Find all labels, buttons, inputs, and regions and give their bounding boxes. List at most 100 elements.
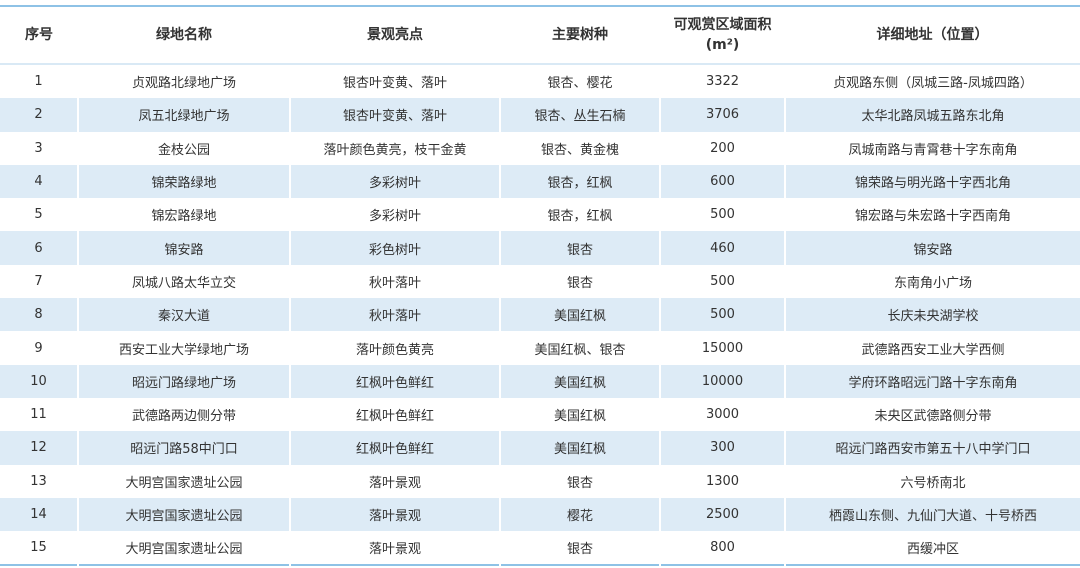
table-row: 6 锦安路 彩色树叶 银杏 460 锦安路 <box>0 231 1080 265</box>
cell-species: 美国红枫 <box>499 431 660 465</box>
cell-name: 大明宫国家遗址公园 <box>77 464 290 498</box>
cell-species: 银杏 <box>499 264 660 299</box>
cell-address: 太华北路凤城五路东北角 <box>784 98 1080 132</box>
cell-species: 美国红枫、银杏 <box>499 331 660 365</box>
cell-index: 4 <box>0 164 78 199</box>
cell-highlight: 红枫叶色鲜红 <box>289 397 500 432</box>
cell-species: 银杏 <box>499 464 660 498</box>
cell-species: 美国红枫 <box>499 364 660 398</box>
header-name: 绿地名称 <box>78 6 290 65</box>
cell-address: 锦宏路与朱宏路十字西南角 <box>784 198 1080 232</box>
table-row: 1 贞观路北绿地广场 银杏叶变黄、落叶 银杏、樱花 3322 贞观路东侧（凤城三路-凤城四… <box>0 64 1080 99</box>
table-row: 2 凤五北绿地广场 银杏叶变黄、落叶 银杏、丛生石楠 3706 太华北路凤城五路东北角 <box>0 98 1080 132</box>
cell-area: 3000 <box>659 397 785 432</box>
cell-name: 锦荣路绿地 <box>77 164 290 199</box>
header-address: 详细地址（位置） <box>785 6 1080 65</box>
cell-address: 长庆未央湖学校 <box>784 298 1080 332</box>
cell-name: 昭远门路58中门口 <box>77 431 290 465</box>
cell-area: 460 <box>659 231 785 265</box>
cell-area: 3706 <box>659 98 785 132</box>
table-row: 8 秦汉大道 秋叶落叶 美国红枫 500 长庆未央湖学校 <box>0 298 1080 332</box>
cell-address: 武德路西安工业大学西侧 <box>784 331 1080 365</box>
cell-index: 2 <box>0 98 78 132</box>
cell-area: 2500 <box>659 497 785 532</box>
cell-area: 3322 <box>659 64 785 99</box>
cell-highlight: 落叶颜色黄亮，枝干金黄 <box>289 131 500 165</box>
cell-index: 10 <box>0 364 78 398</box>
cell-address: 学府环路昭远门路十字东南角 <box>784 364 1080 398</box>
table-row: 12 昭远门路58中门口 红枫叶色鲜红 美国红枫 300 昭远门路西安市第五十八中学门口 <box>0 431 1080 465</box>
header-area-label: 可观赏区域面积 <box>673 17 772 33</box>
cell-highlight: 银杏叶变黄、落叶 <box>289 64 500 99</box>
cell-name: 凤五北绿地广场 <box>77 98 290 132</box>
cell-area: 500 <box>659 198 785 232</box>
table-row: 14 大明宫国家遗址公园 落叶景观 樱花 2500 栖霞山东侧、九仙门大道、十号桥西 <box>0 497 1080 532</box>
cell-species: 美国红枫 <box>499 298 660 332</box>
cell-species: 美国红枫 <box>499 397 660 432</box>
cell-name: 金枝公园 <box>77 131 290 165</box>
cell-address: 六号桥南北 <box>784 464 1080 498</box>
table-row: 5 锦宏路绿地 多彩树叶 银杏，红枫 500 锦宏路与朱宏路十字西南角 <box>0 198 1080 232</box>
header-species: 主要树种 <box>500 6 660 65</box>
cell-name: 昭远门路绿地广场 <box>77 364 290 398</box>
table-row: 13 大明宫国家遗址公园 落叶景观 银杏 1300 六号桥南北 <box>0 464 1080 498</box>
cell-index: 5 <box>34 207 43 223</box>
table-row: 4 锦荣路绿地 多彩树叶 银杏，红枫 600 锦荣路与明光路十字西北角 <box>0 164 1080 199</box>
cell-name: 大明宫国家遗址公园 <box>77 497 290 532</box>
cell-address: 昭远门路西安市第五十八中学门口 <box>784 431 1080 465</box>
cell-name: 凤城八路太华立交 <box>77 264 290 299</box>
cell-area: 300 <box>659 431 785 465</box>
cell-species: 银杏、黄金槐 <box>499 131 660 165</box>
cell-highlight: 落叶景观 <box>289 464 500 498</box>
cell-area: 800 <box>659 531 785 566</box>
cell-highlight: 多彩树叶 <box>289 198 500 232</box>
cell-address: 锦荣路与明光路十字西北角 <box>784 164 1080 199</box>
cell-highlight: 红枫叶色鲜红 <box>289 431 500 465</box>
cell-highlight: 彩色树叶 <box>289 231 500 265</box>
cell-highlight: 落叶景观 <box>289 531 500 566</box>
cell-index: 11 <box>30 407 47 423</box>
cell-index: 3 <box>34 140 43 156</box>
cell-address: 凤城南路与青霄巷十字东南角 <box>784 131 1080 165</box>
cell-index: 8 <box>0 298 78 332</box>
cell-name: 大明宫国家遗址公园 <box>77 531 290 566</box>
cell-index: 15 <box>30 540 47 556</box>
table-row: 11 武德路两边侧分带 红枫叶色鲜红 美国红枫 3000 未央区武德路侧分带 <box>0 397 1080 432</box>
cell-species: 银杏、樱花 <box>499 64 660 99</box>
cell-index: 1 <box>34 74 43 90</box>
cell-area: 600 <box>659 164 785 199</box>
cell-index: 14 <box>0 497 78 532</box>
table-row: 9 西安工业大学绿地广场 落叶颜色黄亮 美国红枫、银杏 15000 武德路西安工业大学西侧 <box>0 331 1080 365</box>
table-row: 10 昭远门路绿地广场 红枫叶色鲜红 美国红枫 10000 学府环路昭远门路十字东南角 <box>0 364 1080 398</box>
header-area: 可观赏区域面积 (m²) <box>660 6 785 65</box>
cell-address: 西缓冲区 <box>784 531 1080 566</box>
cell-address: 东南角小广场 <box>784 264 1080 299</box>
table-row: 7 凤城八路太华立交 秋叶落叶 银杏 500 东南角小广场 <box>0 264 1080 299</box>
cell-address: 贞观路东侧（凤城三路-凤城四路） <box>784 64 1080 99</box>
cell-name: 锦安路 <box>77 231 290 265</box>
cell-index: 9 <box>34 340 43 356</box>
cell-area: 15000 <box>659 331 785 365</box>
cell-index: 6 <box>0 231 78 265</box>
cell-highlight: 秋叶落叶 <box>289 298 500 332</box>
cell-name: 锦宏路绿地 <box>77 198 290 232</box>
cell-highlight: 落叶颜色黄亮 <box>289 331 500 365</box>
green-space-table: 序号 绿地名称 景观亮点 主要树种 可观赏区域面积 (m²) 详细地址（位置） 1… <box>0 5 1080 567</box>
header-area-unit: (m²) <box>705 37 740 53</box>
cell-index: 7 <box>34 273 43 289</box>
cell-address: 未央区武德路侧分带 <box>784 397 1080 432</box>
cell-species: 银杏 <box>499 231 660 265</box>
table-row: 15 大明宫国家遗址公园 落叶景观 银杏 800 西缓冲区 <box>0 531 1080 566</box>
cell-species: 银杏 <box>499 531 660 566</box>
cell-highlight: 多彩树叶 <box>289 164 500 199</box>
cell-area: 500 <box>659 264 785 299</box>
cell-address: 栖霞山东侧、九仙门大道、十号桥西 <box>784 497 1080 532</box>
cell-highlight: 秋叶落叶 <box>289 264 500 299</box>
cell-index: 13 <box>30 473 47 489</box>
cell-species: 银杏、丛生石楠 <box>499 98 660 132</box>
cell-name: 西安工业大学绿地广场 <box>77 331 290 365</box>
header-index: 序号 <box>0 6 78 65</box>
cell-area: 500 <box>659 298 785 332</box>
cell-area: 200 <box>659 131 785 165</box>
cell-area: 10000 <box>659 364 785 398</box>
